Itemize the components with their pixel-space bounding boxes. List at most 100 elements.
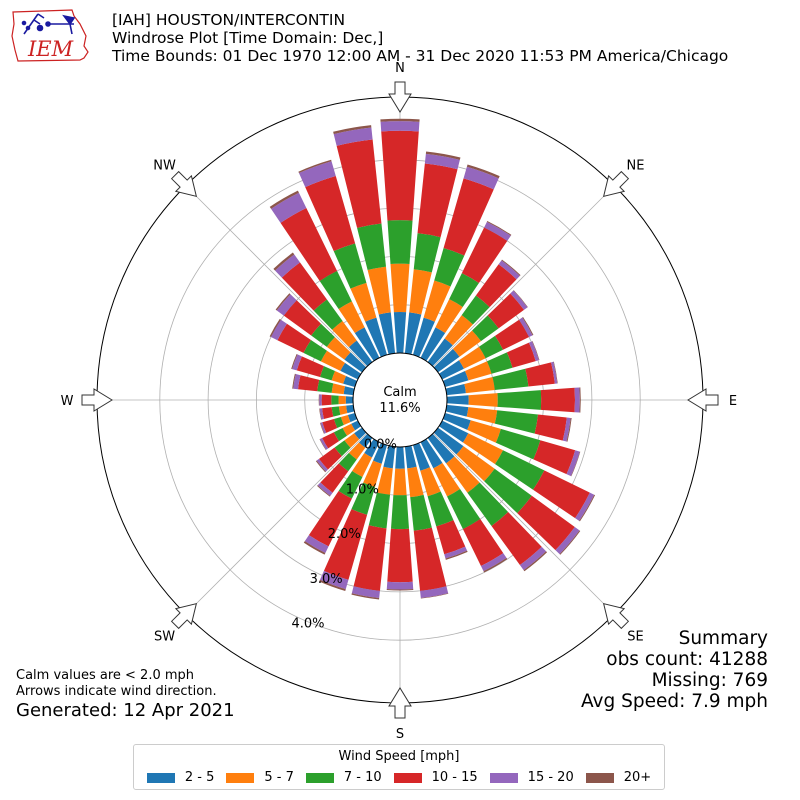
bar-segment bbox=[467, 420, 501, 443]
bar-segment bbox=[574, 387, 580, 413]
bar-segment bbox=[420, 327, 446, 362]
bar-segment bbox=[495, 450, 545, 490]
compass-label: SE bbox=[627, 629, 643, 644]
bar-segment bbox=[334, 440, 351, 457]
bar-segment bbox=[320, 463, 349, 493]
bar-segment bbox=[350, 282, 377, 322]
bar-segment bbox=[270, 319, 287, 341]
compass-label: N bbox=[395, 61, 405, 76]
compass-label: NE bbox=[626, 159, 644, 174]
legend-label: 15 - 20 bbox=[527, 770, 574, 785]
compass-label: NW bbox=[153, 159, 176, 174]
legend: Wind Speed [mph] 2 - 5 5 - 7 7 - 10 10 - 15… bbox=[133, 744, 665, 790]
legend-item: 2 - 5 bbox=[146, 770, 215, 785]
bar-segment bbox=[523, 551, 548, 572]
direction-arrow-icon bbox=[388, 81, 412, 113]
bar-segment bbox=[351, 482, 376, 515]
bar-segment bbox=[462, 519, 504, 566]
bar-segment bbox=[319, 437, 329, 450]
bar-segment bbox=[438, 420, 469, 443]
bar-segment bbox=[347, 412, 358, 423]
bar-segment bbox=[283, 300, 322, 336]
bar-segment bbox=[338, 395, 346, 405]
bar-segment bbox=[348, 442, 366, 460]
legend-label: 5 - 7 bbox=[264, 770, 294, 785]
bar-segment bbox=[447, 489, 481, 530]
bar-segment bbox=[269, 190, 299, 209]
iowa-state-icon bbox=[11, 9, 89, 62]
calm-circle bbox=[352, 352, 448, 448]
bar-segment bbox=[519, 317, 533, 338]
bar-segment bbox=[566, 450, 580, 477]
bar-segment bbox=[354, 327, 380, 362]
radial-gridline bbox=[432, 432, 615, 615]
legend-swatch bbox=[489, 772, 518, 783]
bar-segment bbox=[333, 127, 373, 146]
bar-segment bbox=[472, 315, 499, 342]
legend-item: 15 - 20 bbox=[489, 770, 574, 785]
calm-center: Calm 11.6% bbox=[352, 352, 448, 448]
missing-count: Missing: 769 bbox=[651, 670, 768, 691]
bar-segment bbox=[456, 446, 495, 482]
bar-segment bbox=[495, 319, 530, 350]
legend-label: 10 - 15 bbox=[431, 770, 478, 785]
bar-segment bbox=[423, 280, 451, 322]
bar-segment bbox=[413, 527, 447, 591]
bar-segment bbox=[534, 414, 567, 441]
bar-segment bbox=[322, 407, 334, 419]
bar-segment bbox=[475, 264, 517, 308]
bar-segment bbox=[303, 541, 326, 555]
bar-segment bbox=[340, 414, 351, 426]
bar-segment bbox=[319, 439, 327, 451]
bar-segment bbox=[275, 293, 291, 311]
bar-segment bbox=[346, 404, 355, 414]
bar-segment bbox=[293, 374, 301, 390]
bar-segment bbox=[326, 337, 351, 360]
bar-segment bbox=[570, 451, 581, 477]
bar-segment bbox=[351, 593, 380, 600]
legend-label: 20+ bbox=[623, 770, 652, 785]
bar-segment bbox=[444, 546, 468, 559]
bar-segment bbox=[438, 360, 464, 380]
bar-segment bbox=[420, 593, 449, 599]
bar-segment bbox=[315, 460, 326, 473]
bar-segment bbox=[506, 342, 536, 368]
bar-segment bbox=[317, 482, 333, 496]
bar-segment bbox=[555, 526, 580, 555]
bar-segment bbox=[461, 227, 508, 283]
bar-segment bbox=[497, 390, 542, 410]
bar-segment bbox=[305, 176, 356, 252]
bar-segment bbox=[338, 452, 357, 472]
bar-segment bbox=[303, 339, 327, 362]
bar-segment bbox=[320, 350, 346, 371]
bar-segment bbox=[319, 422, 325, 434]
bar-segment bbox=[393, 468, 407, 496]
bar-segment bbox=[425, 151, 461, 160]
arrow-note: Arrows indicate wind direction. bbox=[16, 684, 217, 699]
legend-label: 7 - 10 bbox=[343, 770, 382, 785]
radial-tick-label: 3.0% bbox=[310, 572, 343, 587]
bar-segment bbox=[345, 396, 354, 404]
bar-segment bbox=[466, 164, 500, 179]
iem-logo: IEM bbox=[10, 6, 92, 64]
bar-segment bbox=[464, 376, 495, 394]
legend-label: 2 - 5 bbox=[184, 770, 215, 785]
bar-segment bbox=[319, 408, 324, 420]
bar-segment bbox=[390, 495, 410, 530]
bar-segment bbox=[322, 432, 340, 449]
bar-segment bbox=[532, 341, 540, 361]
radial-tick-labels: 0.0% 1.0% 2.0% 3.0% 4.0% bbox=[292, 438, 397, 632]
bar-segment bbox=[480, 553, 507, 572]
radial-tick-label: 2.0% bbox=[328, 527, 361, 542]
radial-gridline bbox=[185, 432, 368, 615]
bar-segment bbox=[413, 233, 441, 273]
bar-segment bbox=[365, 317, 388, 358]
radial-gridline bbox=[432, 185, 615, 368]
direction-arrow-icon bbox=[388, 687, 412, 719]
bar-segment bbox=[487, 293, 524, 329]
bar-segment bbox=[412, 317, 435, 358]
legend-item: 10 - 15 bbox=[393, 770, 478, 785]
bar-segment bbox=[395, 446, 405, 469]
bar-segment bbox=[340, 362, 362, 380]
bar-segment bbox=[280, 207, 338, 281]
